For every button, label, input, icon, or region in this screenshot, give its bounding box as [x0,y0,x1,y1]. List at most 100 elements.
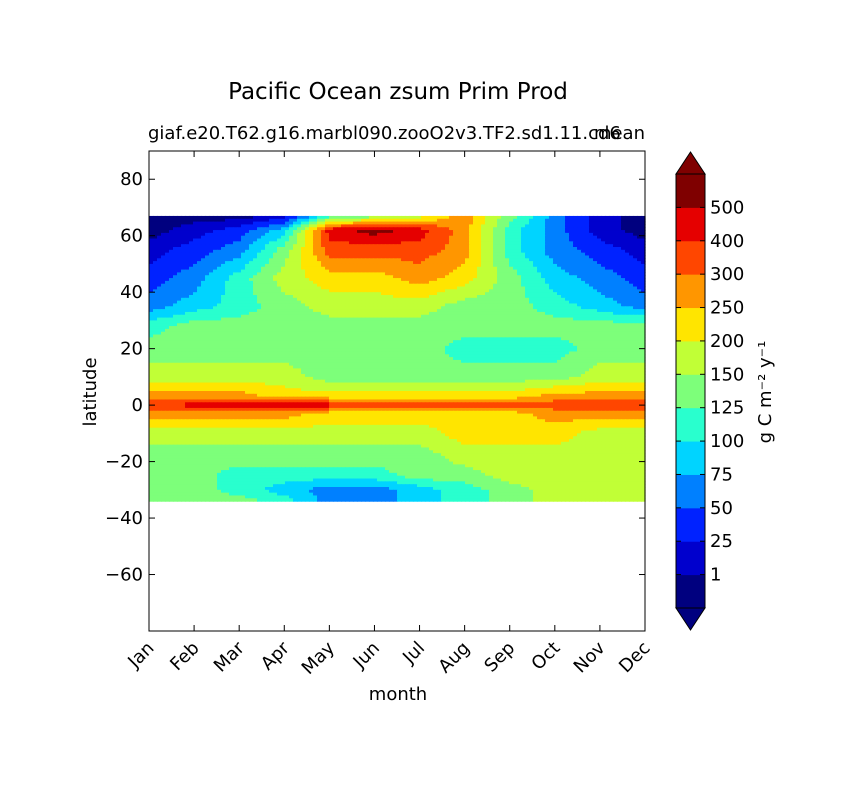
heatmap-cell [225,309,230,313]
heatmap-cell [549,249,554,254]
heatmap-cell [161,235,166,240]
heatmap-cell [525,303,530,307]
heatmap-cell [521,244,526,248]
heatmap-cell [277,278,282,282]
heatmap-cell [425,247,430,251]
heatmap-cell [445,261,450,265]
heatmap-cell [581,258,586,262]
heatmap-cell [249,297,254,302]
heatmap-cell [309,280,314,285]
heatmap-cell [569,286,574,290]
heatmap-cell [465,241,470,245]
heatmap-cell [285,292,290,296]
heatmap-cell [369,255,374,259]
heatmap-cell [457,286,462,290]
heatmap-cell [197,258,202,262]
heatmap-cell [277,286,282,290]
heatmap-cell [581,235,586,240]
heatmap-cell [165,263,170,268]
heatmap-cell [621,266,626,271]
heatmap-cell [445,247,450,251]
heatmap-cell [193,314,198,319]
heatmap-cell [405,314,410,319]
heatmap-cell [489,255,494,259]
heatmap-cell [229,297,234,302]
heatmap-cell [641,215,646,220]
heatmap-cell [621,278,626,282]
heatmap-cell [413,303,418,307]
heatmap-cell [589,230,594,234]
heatmap-cell [389,306,394,310]
heatmap-cell [417,286,422,290]
heatmap-cell [577,289,582,293]
heatmap-cell [193,249,198,254]
heatmap-cell [301,263,306,268]
heatmap-cell [493,263,498,268]
heatmap-cell [353,300,358,305]
heatmap-cell [153,295,158,299]
heatmap-cell [541,280,546,285]
heatmap-cell [593,311,598,316]
heatmap-cell [377,258,382,262]
heatmap-cell [357,300,362,305]
heatmap-cell [625,306,630,310]
heatmap-cell [637,244,642,248]
heatmap-cell [573,300,578,305]
heatmap-cell [433,230,438,234]
heatmap-cell [465,227,470,231]
heatmap-cell [221,252,226,257]
heatmap-cell [565,235,570,240]
heatmap-cell [517,232,522,237]
heatmap-cell [197,269,202,274]
heatmap-cell [281,314,286,319]
heatmap-cell [149,244,154,248]
heatmap-cell [289,311,294,316]
heatmap-cell [557,309,562,313]
heatmap-cell [589,317,594,322]
heatmap-cell [301,235,306,240]
heatmap-cell [561,295,566,299]
heatmap-cell [333,314,338,319]
heatmap-cell [229,289,234,293]
heatmap-cell [441,292,446,296]
heatmap-cell [293,323,298,327]
heatmap-cell [357,309,362,313]
heatmap-cell [441,317,446,322]
heatmap-cell [637,311,642,316]
heatmap-cell [541,292,546,296]
heatmap-cell [581,238,586,242]
heatmap-cell [409,272,414,276]
heatmap-cell [393,280,398,285]
heatmap-cell [553,269,558,274]
heatmap-cell [485,232,490,237]
heatmap-cell [569,278,574,282]
heatmap-cell [177,275,182,279]
heatmap-cell [461,300,466,305]
heatmap-cell [189,311,194,316]
heatmap-cell [249,320,254,324]
heatmap-cell [185,232,190,237]
heatmap-cell [277,227,282,231]
heatmap-cell [225,295,230,299]
heatmap-cell [569,241,574,245]
heatmap-cell [557,311,562,316]
heatmap-cell [393,309,398,313]
heatmap-cell [209,303,214,307]
heatmap-cell [525,266,530,271]
heatmap-cell [493,272,498,276]
heatmap-cell [473,280,478,285]
heatmap-cell [169,244,174,248]
heatmap-cell [181,283,186,288]
heatmap-cell [529,244,534,248]
heatmap-cell [601,306,606,310]
heatmap-cell [309,317,314,322]
heatmap-cell [337,286,342,290]
heatmap-cell [389,221,394,226]
heatmap-cell [197,306,202,310]
heatmap-cell [213,232,218,237]
heatmap-cell [597,258,602,262]
heatmap-cell [313,255,318,259]
heatmap-cell [425,280,430,285]
heatmap-cell [229,317,234,322]
heatmap-cell [421,261,426,265]
